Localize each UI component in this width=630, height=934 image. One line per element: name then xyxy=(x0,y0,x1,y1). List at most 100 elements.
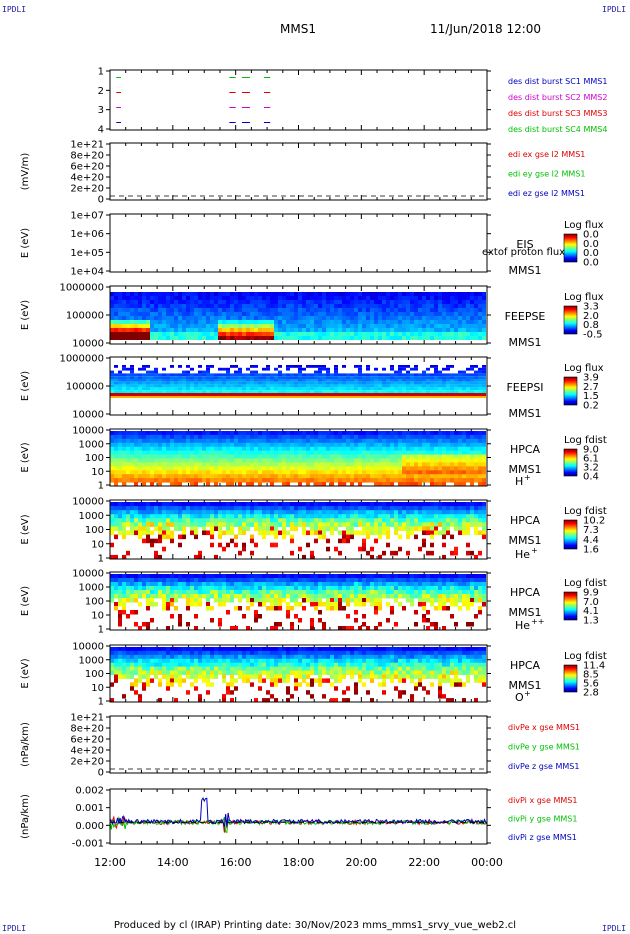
panel-frame-overlay xyxy=(109,69,488,131)
y-ticks-feepse: 1000000 100000 10000 xyxy=(59,283,491,350)
y-ticks-hpca_h: 10000 1000 100 10 1 xyxy=(72,426,491,492)
y-tick-label: 6e+20 xyxy=(70,735,104,746)
legend-entry: divPe x gse MMS1 xyxy=(508,723,580,732)
colorbar-tick: 9.9 xyxy=(583,588,599,599)
colorbar-title: Log fdist xyxy=(564,435,607,446)
spectrogram-hpca_o xyxy=(110,647,486,703)
y-tick-label: 4e+20 xyxy=(70,746,104,757)
colorbar-tick: 3.3 xyxy=(583,302,599,313)
series-divpi xyxy=(109,797,488,834)
y-tick-label: 10000 xyxy=(72,569,104,580)
colorbar-tick: 2.8 xyxy=(583,688,599,699)
colorbar-gradient xyxy=(563,519,578,550)
y-tick-label: 8e+20 xyxy=(70,724,104,735)
y-tick-label: 3 xyxy=(98,105,104,116)
legend-divpe: divPe x gse MMS1 divPe y gse MMS1 divPe z … xyxy=(508,723,580,771)
colorbar-title: Log flux xyxy=(564,363,604,374)
y-tick-label: 1 xyxy=(98,481,104,492)
colorbar-title: Log flux xyxy=(564,220,604,231)
colorbar-tick: 5.6 xyxy=(583,679,599,690)
colorbar-tick: 3.9 xyxy=(583,373,599,384)
y-tick-label: 100 xyxy=(85,669,104,680)
y-ticks-hpca_he2: 10000 1000 100 10 1 xyxy=(72,569,491,636)
instrument-name: FEEPSI xyxy=(506,381,543,394)
y-tick-label: 1000 xyxy=(79,439,104,450)
y-tick-label: 10 xyxy=(91,539,104,550)
y-tick-label: 100000 xyxy=(66,382,104,393)
y-tick-label: 1 xyxy=(98,554,104,565)
species-label: He xyxy=(515,619,530,632)
y-axis-label-feepse: E (eV) xyxy=(20,300,31,330)
y-tick-label: 4 xyxy=(98,125,104,136)
time-tick-label: 18:00 xyxy=(283,856,315,869)
y-tick-label: 10000 xyxy=(72,410,104,421)
species-charge: + xyxy=(531,546,538,555)
y-ticks-eis: 1e+07 1e+06 1e+05 1e+04 xyxy=(70,211,491,278)
instrument-name: FEEPSE xyxy=(505,310,546,323)
corner-label-bottom-left: IPDLI xyxy=(2,924,27,933)
y-ticks-divpi: 0.002 0.001 0.000 -0.001 xyxy=(72,786,491,850)
y-axis-label-edi: (mV/m) xyxy=(20,153,31,191)
y-tick-label: 1000000 xyxy=(59,354,104,365)
colorbar-tick: 0.4 xyxy=(583,472,599,483)
y-tick-label: 0.000 xyxy=(75,821,104,832)
y-tick-label: 100 xyxy=(85,453,104,464)
y-tick-label: 2e+20 xyxy=(70,184,104,195)
colorbar-tick: 4.4 xyxy=(583,535,599,546)
spectrogram-hpca_he2 xyxy=(110,574,486,631)
y-tick-label: 8e+20 xyxy=(70,151,104,162)
colorbar-gradient xyxy=(563,664,578,693)
colorbar-tick: 7.0 xyxy=(583,597,599,608)
legend-entry: divPi x gse MMS1 xyxy=(508,796,577,805)
series-line xyxy=(109,797,488,827)
spacecraft-name: MMS1 xyxy=(509,264,542,277)
colorbar-gradient xyxy=(563,376,578,406)
legend-entry: des dist burst SC3 MMS3 xyxy=(508,109,607,118)
y-tick-label: 10 xyxy=(91,683,104,694)
y-tick-label: 1e+04 xyxy=(70,267,104,278)
colorbar-tick: 9.0 xyxy=(583,445,599,456)
y-tick-label: 10000 xyxy=(72,497,104,508)
y-tick-label: 10000 xyxy=(72,339,104,350)
y-tick-label: 0 xyxy=(98,195,104,206)
species-charge: + xyxy=(524,473,531,482)
x-minor-ticks xyxy=(109,143,488,200)
time-tick-label: 20:00 xyxy=(345,856,377,869)
legend-entry: divPe z gse MMS1 xyxy=(508,762,579,771)
colorbar-tick: 6.1 xyxy=(583,454,599,465)
legend-entry: edi ex gse l2 MMS1 xyxy=(508,150,585,159)
colorbar-tick: 1.5 xyxy=(583,391,599,402)
y-axis-label-hpca_he: E (eV) xyxy=(20,514,31,544)
instrument-label-feepse: FEEPSE MMS1 xyxy=(505,310,546,349)
y-tick-label: 1000 xyxy=(79,655,104,666)
y-tick-label: 4e+20 xyxy=(70,173,104,184)
time-tick-label: 22:00 xyxy=(408,856,440,869)
y-tick-label: 1e+21 xyxy=(70,140,104,151)
y-axis-label-hpca_o: E (eV) xyxy=(20,658,31,688)
spacecraft-name: MMS1 xyxy=(509,679,542,692)
time-tick-label: 14:00 xyxy=(157,856,189,869)
colorbar-tick: 2.7 xyxy=(583,382,599,393)
colorbar-gradient xyxy=(563,591,578,621)
instrument-name: HPCA xyxy=(510,659,541,672)
y-tick-label: 1 xyxy=(98,67,104,78)
panel-frame-divpe xyxy=(109,715,488,774)
time-tick-label: 12:00 xyxy=(94,856,126,869)
y-tick-label: 1 xyxy=(98,697,104,708)
y-tick-label: 2e+20 xyxy=(70,757,104,768)
instrument-name: HPCA xyxy=(510,514,541,527)
species-label: O xyxy=(515,691,524,704)
y-tick-label: 10 xyxy=(91,467,104,478)
y-tick-label: 0 xyxy=(98,768,104,779)
y-axis-label-divpi: (nPa/km) xyxy=(20,794,31,839)
